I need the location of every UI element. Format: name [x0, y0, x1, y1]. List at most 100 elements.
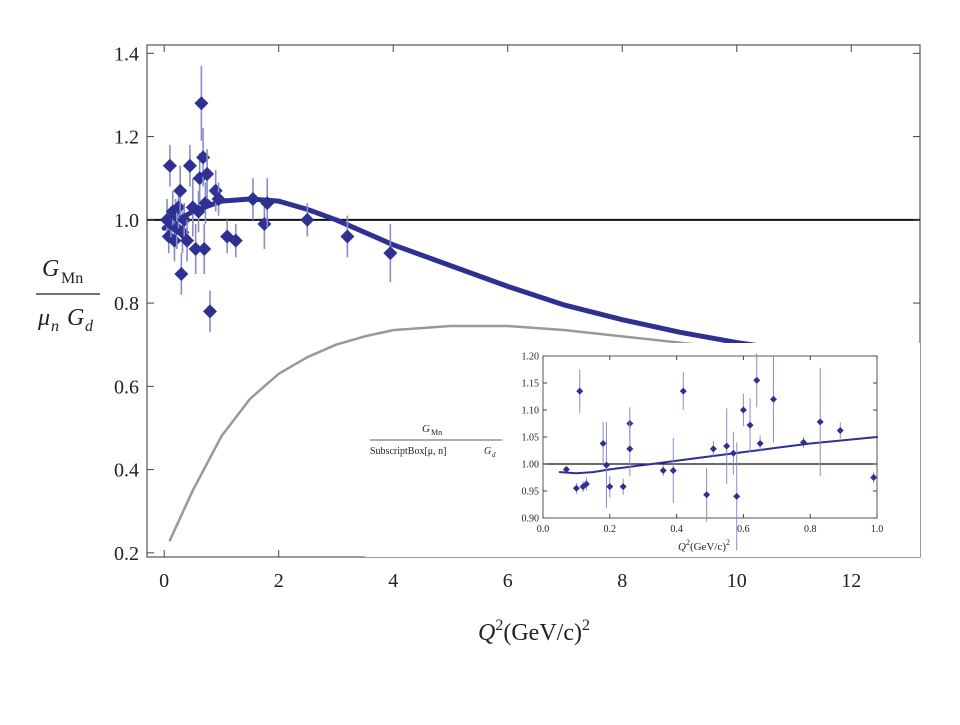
- inset-data-points: [562, 353, 878, 551]
- inset-y-tick-label: 0.95: [522, 487, 540, 498]
- main-data-point: [194, 65, 209, 141]
- main-x-tick-label: 10: [727, 570, 747, 592]
- main-data-point: [188, 223, 203, 274]
- inset-data-point: [800, 437, 808, 448]
- inset-diamond-marker: [599, 439, 607, 447]
- main-diamond-marker: [173, 183, 188, 198]
- inset-data-point: [562, 465, 570, 473]
- main-x-tick-label: 0: [159, 570, 169, 592]
- main-xlabel-exp1: 2: [495, 617, 503, 634]
- inset-diamond-marker: [626, 445, 634, 453]
- inset-data-point: [703, 467, 711, 522]
- inset-data-point: [746, 398, 754, 453]
- main-data-point: [180, 219, 195, 262]
- inset-data-point: [679, 372, 687, 410]
- main-ylabel-num-main: G: [42, 256, 59, 282]
- main-data-point: [383, 223, 398, 283]
- main-y-tick-label: 0.6: [114, 376, 139, 398]
- inset-diamond-marker: [769, 395, 777, 403]
- main-y-tick-label: 0.2: [114, 543, 139, 565]
- inset-ylabel-den-g: G: [484, 446, 491, 457]
- main-data-point: [220, 219, 235, 254]
- main-diamond-marker: [260, 196, 275, 211]
- inset-diamond-marker: [576, 387, 584, 395]
- main-x-axis-label: Q2(GeV/c)2: [478, 617, 590, 646]
- inset-ylabel-den-text: SubscriptBox[μ, n]: [370, 446, 446, 457]
- inset-y-tick-label: 1.15: [522, 379, 540, 390]
- inset-diamond-marker: [723, 442, 731, 450]
- inset-x-tick-label: 0.6: [737, 524, 750, 535]
- inset-curve-blue: [558, 436, 878, 475]
- main-diamond-marker: [196, 150, 211, 165]
- main-y-tick-label: 1.2: [114, 127, 139, 149]
- main-y-tick-label: 0.8: [114, 293, 139, 315]
- inset-data-point: [733, 442, 741, 551]
- inset-diamond-marker: [709, 445, 717, 453]
- main-diamond-marker: [191, 204, 206, 219]
- main-diamond-marker: [300, 212, 315, 227]
- main-ylabel-den-mu: μ: [37, 305, 50, 331]
- inset-curves: [558, 436, 878, 475]
- inset-data-point: [836, 422, 844, 439]
- main-diamond-marker: [194, 96, 209, 111]
- main-x-tick-label: 6: [503, 570, 513, 592]
- inset-diamond-marker: [753, 376, 761, 384]
- main-y-tick-label: 0.4: [114, 460, 139, 482]
- main-diamond-marker: [340, 229, 355, 244]
- inset-ylabel-num-main: G: [422, 423, 430, 435]
- inset-diamond-marker: [669, 466, 677, 474]
- inset-y-axis: 0.90 0.95 1.00 1.05 1.10 1.15 1.20: [522, 352, 877, 525]
- main-x-tick-label: 12: [841, 570, 861, 592]
- inset-data-point: [723, 408, 731, 484]
- inset-xlabel-base: Q: [678, 541, 686, 553]
- main-y-tick-label: 1.4: [114, 43, 139, 65]
- inset-diamond-marker: [756, 439, 764, 447]
- main-data-point: [260, 178, 275, 229]
- main-y-axis-label: G Mn μ n G d: [36, 256, 100, 335]
- inset-diamond-marker: [606, 483, 614, 491]
- inset-ylabel-den-g-sub: d: [492, 451, 496, 459]
- inset-diamond-marker: [729, 449, 737, 457]
- main-data-point: [182, 144, 197, 187]
- inset-data-point: [816, 367, 824, 476]
- main-data-point: [340, 215, 355, 258]
- main-diamond-marker: [180, 233, 195, 248]
- main-diamond-marker: [197, 241, 212, 256]
- inset-diamond-marker: [733, 492, 741, 500]
- inset-data-point: [576, 369, 584, 413]
- inset-ylabel-num-sub: Mn: [431, 428, 442, 437]
- inset-x-axis: 0.0 0.2 0.4 0.6 0.8 1.0: [537, 356, 883, 535]
- inset-x-tick-label: 0.2: [604, 524, 617, 535]
- main-diamond-marker: [198, 196, 213, 211]
- inset-data-point: [572, 482, 580, 494]
- inset-xlabel-exp1: 2: [686, 538, 690, 547]
- main-data-points: [160, 65, 398, 333]
- main-diamond-marker: [202, 304, 217, 319]
- inset-diamond-marker: [746, 421, 754, 429]
- inset-data-point: [756, 435, 764, 452]
- inset-data-point: [626, 421, 634, 476]
- inset-data-point: [659, 465, 667, 476]
- inset-diamond-marker: [659, 466, 667, 474]
- inset-xlabel-unit: (GeV/c): [690, 541, 726, 553]
- inset-data-point: [669, 438, 677, 503]
- inset-background: [365, 343, 920, 557]
- inset-diamond-marker: [870, 474, 878, 481]
- inset-x-tick-label: 0.0: [537, 524, 550, 535]
- inset-data-point: [582, 477, 590, 491]
- inset-data-point: [729, 431, 737, 475]
- inset-xlabel-exp2: 2: [726, 538, 730, 547]
- inset-data-point: [739, 393, 747, 427]
- inset-y-tick-label: 1.20: [522, 352, 540, 363]
- main-data-point: [200, 149, 215, 200]
- main-diamond-marker: [211, 192, 226, 207]
- inset-diamond-marker: [739, 406, 747, 414]
- inset-x-axis-label: Q2(GeV/c)2: [678, 538, 730, 553]
- inset-diamond-marker: [679, 387, 687, 395]
- main-data-point: [300, 203, 315, 237]
- main-diamond-marker: [383, 246, 398, 261]
- inset-y-axis-label: G Mn SubscriptBox[μ, n] G d: [370, 423, 502, 459]
- main-diamond-marker: [188, 241, 203, 256]
